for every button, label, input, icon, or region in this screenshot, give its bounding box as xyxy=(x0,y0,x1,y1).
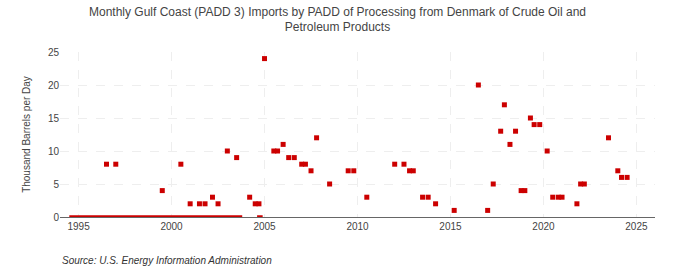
svg-text:15: 15 xyxy=(48,113,60,124)
svg-text:25: 25 xyxy=(48,47,60,58)
svg-text:2020: 2020 xyxy=(532,221,555,232)
svg-text:Thousand Barrels per Day: Thousand Barrels per Day xyxy=(21,76,32,193)
svg-text:10: 10 xyxy=(48,146,60,157)
svg-text:1995: 1995 xyxy=(67,221,90,232)
svg-text:5: 5 xyxy=(53,179,59,190)
svg-text:2005: 2005 xyxy=(253,221,276,232)
svg-text:2000: 2000 xyxy=(160,221,183,232)
svg-text:Source: U.S. Energy Informatio: Source: U.S. Energy Information Administ… xyxy=(62,255,272,266)
svg-text:Monthly Gulf Coast (PADD 3) Im: Monthly Gulf Coast (PADD 3) Imports by P… xyxy=(89,5,586,35)
svg-text:2025: 2025 xyxy=(625,221,648,232)
svg-text:0: 0 xyxy=(53,212,59,223)
svg-text:2010: 2010 xyxy=(346,221,369,232)
svg-text:2015: 2015 xyxy=(439,221,462,232)
svg-text:20: 20 xyxy=(48,80,60,91)
